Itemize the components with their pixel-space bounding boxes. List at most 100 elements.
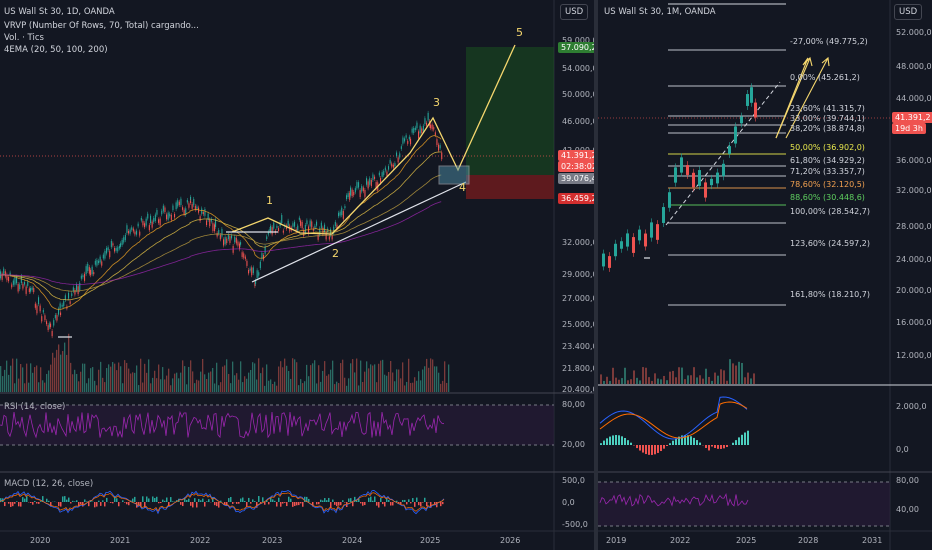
volume-bar	[720, 369, 722, 384]
macd-bar	[308, 498, 310, 502]
volume-bar	[642, 367, 644, 384]
macd-bar	[358, 498, 360, 502]
macd-bar	[440, 502, 442, 507]
macd-indicator-label[interactable]: MACD (12, 26, close)	[4, 479, 94, 489]
volume-bar	[226, 359, 228, 392]
right-chart-panel[interactable]: US Wall St 30, 1M, OANDA USD 52.000,0 48.…	[598, 0, 932, 550]
macd-bar	[148, 498, 150, 502]
volume-bar	[324, 361, 326, 392]
macd-bar	[364, 502, 366, 506]
volume-bar	[48, 370, 50, 392]
volume-bar	[234, 375, 236, 392]
macd-bar	[50, 502, 52, 507]
macd-bar	[256, 502, 258, 508]
volume-bar	[690, 375, 692, 384]
elliott-wave-line	[231, 44, 516, 235]
volume-bar	[82, 363, 84, 392]
right-price-tick: 52.000,0	[896, 28, 932, 37]
macd-bar	[342, 500, 344, 502]
macd-bar	[16, 501, 18, 502]
left-price-tick: 29.000,0	[562, 270, 594, 279]
volume-bar	[108, 364, 110, 392]
volume-bar	[398, 369, 400, 392]
macd-bar	[328, 497, 330, 502]
ema-indicator-label[interactable]: 4EMA (20, 50, 100, 200)	[4, 45, 108, 55]
candle	[716, 172, 719, 184]
macd-bar	[154, 498, 156, 502]
volume-bar	[190, 360, 192, 392]
macd-bar	[408, 499, 410, 502]
volume-bar	[396, 369, 398, 392]
volume-bar	[8, 374, 10, 392]
left-chart-panel[interactable]: 1 2 3 4 5 US Wall St 30, 1D, OANDA VRVP (Num…	[0, 0, 594, 550]
vrvp-indicator-label[interactable]: VRVP (Number Of Rows, 70, Total) cargand…	[4, 21, 199, 31]
volume-bar	[52, 352, 54, 392]
volume-bar	[448, 364, 450, 392]
right-time-tick: 2025	[736, 536, 757, 545]
macd-bar	[292, 502, 294, 507]
volume-bar	[414, 377, 416, 392]
macd-bar	[294, 502, 296, 507]
macd-bar	[244, 500, 246, 502]
volume-bar	[268, 380, 270, 392]
panel-divider[interactable]	[594, 0, 598, 550]
right-currency-button[interactable]: USD	[894, 4, 923, 20]
volume-bar	[96, 385, 98, 392]
macd-bar	[172, 501, 174, 502]
macd-bar	[78, 502, 80, 507]
macd-bar	[296, 502, 298, 506]
macd-bar	[124, 502, 126, 503]
volume-bar	[198, 380, 200, 392]
left-currency-button[interactable]: USD	[560, 4, 589, 20]
volume-bar	[606, 376, 608, 384]
left-chart-canvas[interactable]: 1 2 3 4 5	[0, 0, 594, 550]
macd-bar	[648, 445, 650, 455]
right-price-tick: 36.000,0	[896, 156, 932, 165]
volume-bar	[40, 367, 42, 392]
ema-line-0	[0, 135, 442, 310]
macd-bar	[442, 502, 444, 505]
macd-bar	[202, 498, 204, 502]
volume-bar	[150, 383, 152, 392]
stop-price-tag: 36.459,2	[558, 193, 594, 204]
volume-bar	[84, 363, 86, 392]
target-price-tag: 57.090,2	[558, 42, 594, 53]
volume-bar	[630, 379, 632, 384]
wave-label-3: 3	[433, 96, 440, 109]
macd-bar	[711, 445, 713, 447]
macd-bar	[348, 498, 350, 502]
volume-bar	[354, 372, 356, 392]
macd-signal-line	[0, 492, 445, 512]
volume-bar	[390, 360, 392, 392]
volume-bar	[252, 362, 254, 392]
macd-bar	[380, 498, 382, 502]
macd-bar	[188, 498, 190, 502]
volume-bar	[98, 369, 100, 392]
macd-bar	[42, 496, 44, 502]
macd-bar	[74, 501, 76, 502]
volume-bar	[250, 369, 252, 392]
volume-bar	[128, 368, 130, 392]
macd-bar	[312, 502, 314, 507]
macd-bar	[182, 502, 184, 507]
volume-bar	[122, 383, 124, 392]
volume-bar	[432, 359, 434, 392]
macd-bar	[4, 502, 6, 507]
volume-bar	[152, 377, 154, 392]
macd-bar	[268, 502, 270, 505]
macd-bar	[290, 498, 292, 502]
rsi-indicator-label[interactable]: RSI (14, close)	[4, 402, 66, 412]
left-price-tick: 20.400,0	[562, 385, 594, 394]
macd-bar	[76, 500, 78, 502]
volume-bar	[600, 374, 602, 384]
macd-bar	[422, 502, 424, 503]
volume-indicator-label[interactable]: Vol. · Tics	[4, 33, 44, 43]
volume-bar	[132, 372, 134, 392]
volume-bar	[687, 375, 689, 384]
volume-bar	[230, 383, 232, 392]
right-price-tick: 16.000,0	[896, 318, 932, 327]
candle	[638, 229, 641, 241]
right-chart-canvas[interactable]	[598, 0, 932, 550]
macd-bar	[66, 499, 68, 502]
volume-bar	[194, 383, 196, 392]
